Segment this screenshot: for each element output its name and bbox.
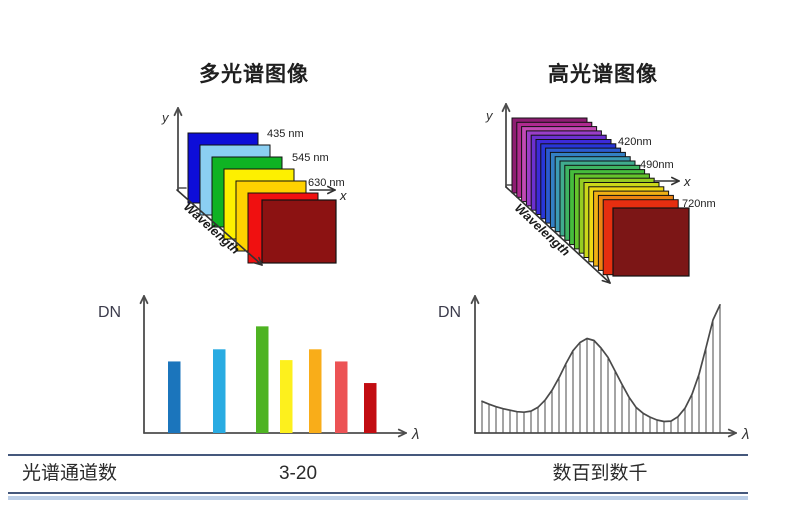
dn-bar	[213, 349, 226, 433]
band-wavelength-label: 420nm	[618, 136, 652, 148]
multispectral-channel-count: 3-20	[278, 463, 318, 484]
dn-bar	[309, 349, 322, 433]
spectrum-curve	[481, 304, 721, 423]
x-axis-head	[326, 189, 336, 195]
row-label-spectral-channels: 光谱通道数	[22, 463, 118, 484]
dn-bar	[256, 326, 269, 433]
wavelength-axis	[176, 189, 263, 266]
wavelength-axis	[505, 186, 611, 284]
hyperspectral-channel-count: 数百到数千	[552, 463, 648, 484]
dn-axis-label: DN	[438, 304, 461, 321]
x-axis-head	[397, 432, 407, 438]
front-band-plane	[612, 207, 690, 277]
band-wavelength-label: 720nm	[682, 198, 716, 210]
y-axis-head	[143, 295, 149, 305]
x-axis-label: x	[683, 174, 691, 189]
comparison-table: 光谱通道数 3-20 数百到数千	[8, 454, 748, 500]
y-axis-head	[139, 295, 145, 305]
y-axis-label: y	[485, 108, 494, 123]
x-axis-head	[727, 428, 737, 434]
y-axis-label: y	[161, 110, 170, 125]
hyperspectral-title: 高光谱图像	[548, 63, 658, 86]
dn-axis-label: DN	[98, 304, 121, 321]
x-axis-head	[670, 176, 680, 182]
band-wavelength-label: 545 nm	[292, 152, 329, 164]
dn-bar	[280, 360, 293, 433]
dn-bar	[335, 361, 348, 433]
multispectral-dn-chart: DN λ	[98, 295, 419, 443]
band-wavelength-label: 435 nm	[267, 128, 304, 140]
band-wavelength-label: 490nm	[640, 159, 674, 171]
y-axis-head	[470, 295, 476, 305]
comparison-table-row: 光谱通道数 3-20 数百到数千	[8, 454, 748, 494]
y-axis-head	[177, 107, 183, 117]
multispectral-title: 多光谱图像	[199, 63, 309, 86]
dn-bar	[168, 361, 181, 433]
front-band-plane	[261, 199, 337, 264]
lambda-axis-label: λ	[411, 426, 419, 443]
wavelength-axis-head	[258, 256, 263, 266]
x-axis-head	[397, 428, 407, 434]
dn-bar	[364, 383, 377, 433]
wavelength-axis-head	[601, 279, 611, 284]
x-axis-head	[326, 185, 336, 191]
hyperspectral-dn-chart: DN λ	[438, 295, 749, 443]
band-wavelength-label: 630 nm	[308, 177, 345, 189]
wavelength-axis-head	[253, 262, 263, 266]
lambda-axis-label: λ	[741, 426, 749, 443]
y-axis-head	[501, 103, 507, 113]
x-axis-head	[727, 432, 737, 438]
x-axis-head	[670, 180, 680, 186]
y-axis-head	[173, 107, 179, 117]
y-axis-head	[474, 295, 480, 305]
wavelength-axis-head	[606, 274, 611, 284]
x-axis-label: x	[339, 188, 347, 203]
y-axis-head	[505, 103, 511, 113]
table-accent-band	[8, 496, 748, 500]
